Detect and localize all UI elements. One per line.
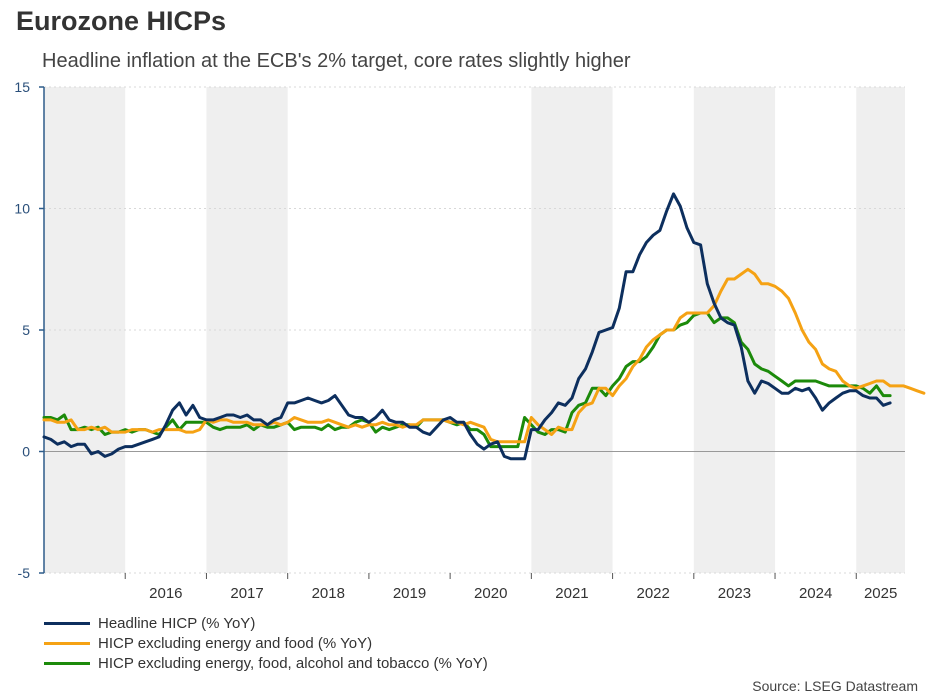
x-tick-label-7: 2023	[718, 585, 751, 600]
x-tick-label-6: 2022	[637, 585, 670, 600]
chart-subtitle: Headline inflation at the ECB's 2% targe…	[42, 50, 631, 72]
legend-label-headline: Headline HICP (% YoY)	[98, 614, 256, 632]
chart-legend: Headline HICP (% YoY) HICP excluding ene…	[44, 613, 488, 673]
legend-label-core: HICP excluding energy and food (% YoY)	[98, 634, 373, 652]
series-line-1	[42, 267, 926, 444]
x-tick-label-0: 2016	[149, 585, 182, 600]
x-tick-label-2: 2018	[312, 585, 345, 600]
chart-title: Eurozone HICPs	[16, 6, 227, 36]
legend-swatch-headline	[44, 621, 90, 625]
x-tick-label-8: 2024	[799, 585, 832, 600]
y-tick-label-3: 10	[14, 201, 30, 217]
x-tick-label-1: 2017	[230, 585, 263, 600]
legend-item-core-ex-alcohol[interactable]: HICP excluding energy, food, alcohol and…	[44, 653, 488, 673]
legend-label-core-ex-alcohol: HICP excluding energy, food, alcohol and…	[98, 654, 488, 672]
series-line-0	[42, 192, 892, 461]
x-tick-label-4: 2020	[474, 585, 507, 600]
x-tick-label-9: 2025	[864, 585, 897, 600]
legend-item-headline[interactable]: Headline HICP (% YoY)	[44, 613, 488, 633]
source-note: Source: LSEG Datastream	[752, 678, 918, 694]
y-tick-label-4: 15	[14, 79, 30, 95]
y-tick-label-1: 0	[22, 444, 30, 460]
legend-item-core[interactable]: HICP excluding energy and food (% YoY)	[44, 633, 488, 653]
legend-swatch-core	[44, 641, 90, 645]
y-tick-label-2: 5	[22, 322, 30, 338]
legend-swatch-core-ex-alcohol	[44, 661, 90, 665]
y-tick-label-0: -5	[18, 565, 31, 581]
x-tick-label-3: 2019	[393, 585, 426, 600]
x-tick-label-5: 2021	[555, 585, 588, 600]
line-chart: -5 0 5 10 15 2016 2017 2018 2019 2020 2021 2022 2023…	[14, 79, 926, 600]
